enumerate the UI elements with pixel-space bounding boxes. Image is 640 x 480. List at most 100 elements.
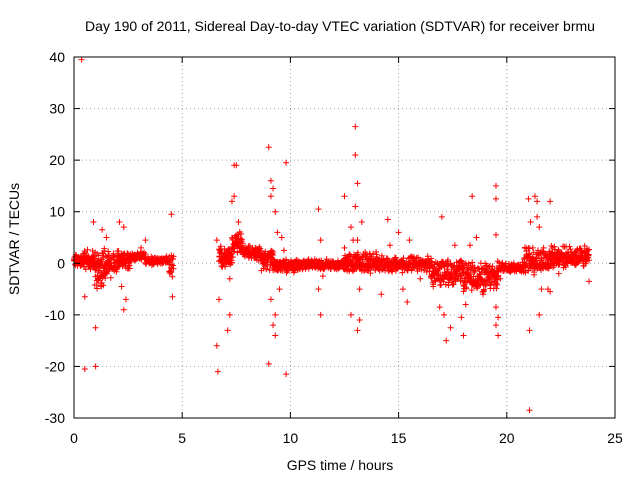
outlier-point [586,278,593,285]
chart-title: Day 190 of 2011, Sidereal Day-to-day VTE… [85,18,595,34]
outlier-point [469,193,476,200]
outlier-point [492,195,499,202]
outlier-point [399,286,406,293]
data-point [168,261,175,268]
data-point [566,243,573,250]
data-point [427,258,434,265]
data-point [474,265,481,272]
outlier-point [579,249,586,256]
data-point [354,249,361,256]
x-tick-label: 20 [499,430,515,446]
data-point [239,240,246,247]
data-point [526,245,533,252]
outlier-point [436,304,443,311]
data-point [102,275,109,282]
data-point [228,259,235,266]
outlier-point [213,342,220,349]
outlier-point [497,275,504,282]
outlier-point [462,301,469,308]
outlier-point [272,311,279,318]
outlier-point [451,242,458,249]
outlier-point [315,206,322,213]
data-point [564,260,571,267]
outlier-point [168,252,175,259]
outlier-point [226,311,233,318]
outlier-point [235,219,242,226]
outlier-point [473,234,480,241]
data-point [494,281,501,288]
outlier-point [265,144,272,151]
data-point [472,267,479,274]
outlier-point [555,270,562,277]
outlier-point [492,304,499,311]
outlier-point [417,275,424,282]
outlier-point [81,366,88,373]
outlier-point [495,332,502,339]
data-point [238,230,245,237]
y-tick-label: 10 [49,204,65,220]
outlier-point [354,327,361,334]
outlier-point [81,293,88,300]
data-point [522,260,529,267]
outlier-point [527,219,534,226]
outlier-point [495,314,502,321]
y-tick-label: 30 [49,101,65,117]
outlier-point [317,237,324,244]
outlier-point [280,247,287,254]
outlier-point [441,311,448,318]
data-point [408,267,415,274]
outlier-point [122,296,129,303]
outlier-point [283,371,290,378]
data-point [367,270,374,277]
data-point [378,252,385,259]
outlier-point [120,224,127,231]
data-point [299,266,306,273]
outlier-point [526,407,533,414]
data-point [234,249,241,256]
data-point [170,265,177,272]
outlier-point [356,317,363,324]
y-tick-label: -20 [45,358,65,374]
outlier-point [534,198,541,205]
outlier-point [214,368,221,375]
data-point [562,264,569,271]
outlier-point [534,213,541,220]
grid-lines [74,57,615,418]
x-tick-label: 25 [607,430,623,446]
outlier-point [78,56,85,63]
outlier-point [213,237,220,244]
data-point [585,251,592,258]
outlier-point [168,211,175,218]
data-point [463,285,470,292]
y-tick-label: 40 [49,49,65,65]
y-tick-label: 20 [49,152,65,168]
data-point [318,257,325,264]
y-axis-label: SDTVAR / TECUs [6,183,22,295]
data-point [105,248,112,255]
data-point [115,248,122,255]
data-point [458,273,465,280]
outlier-point [406,237,413,244]
x-tick-label: 15 [391,430,407,446]
data-point [229,254,236,261]
outlier-point [226,275,233,282]
outlier-point [142,237,149,244]
data-point [84,246,91,253]
plot-frame [73,56,616,419]
data-point [169,273,176,280]
outlier-point [547,198,554,205]
data-point [442,281,449,288]
outlier-point [272,208,279,215]
data-point [127,258,134,265]
outlier-point [536,224,543,231]
outlier-point [438,213,445,220]
data-point [424,253,431,260]
outlier-point [526,327,533,334]
outlier-point [352,151,359,158]
data-point [493,273,500,280]
outlier-point [386,242,393,249]
data-point [586,246,593,253]
outlier-point [358,219,365,226]
outlier-point [267,296,274,303]
data-point [428,255,435,262]
